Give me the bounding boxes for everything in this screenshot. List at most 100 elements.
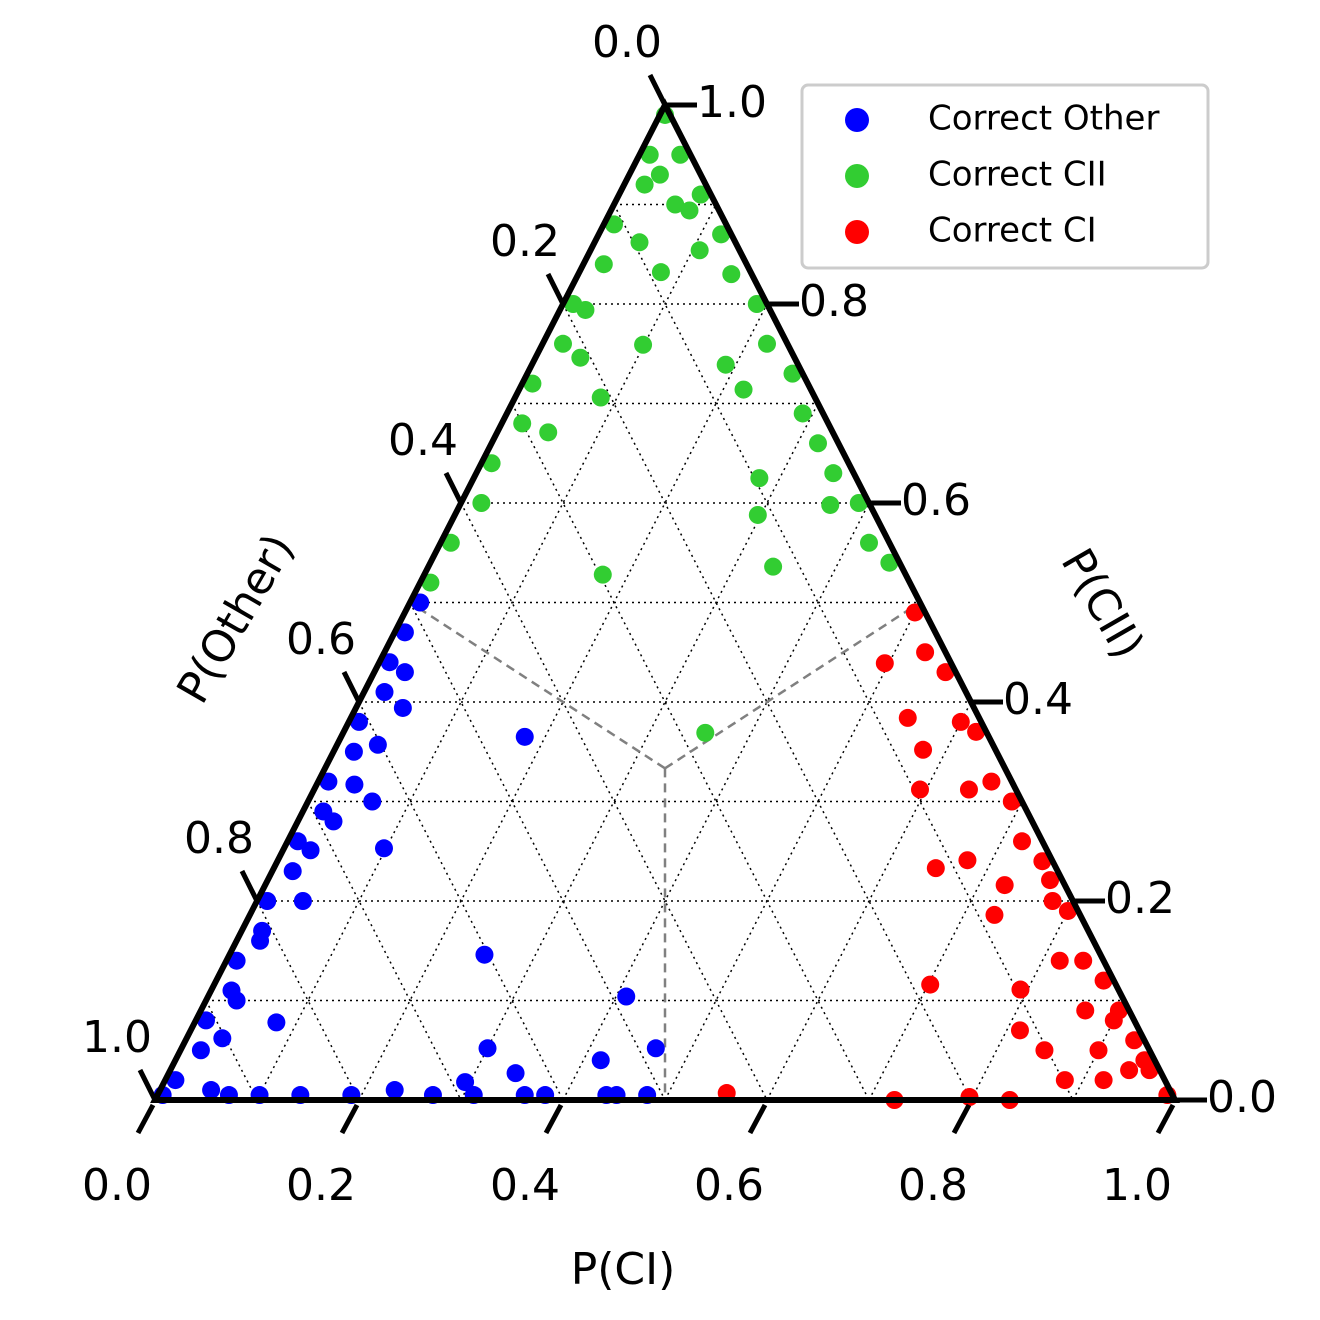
- point: [213, 1029, 232, 1048]
- point: [911, 780, 929, 799]
- point: [1010, 1021, 1029, 1040]
- point: [898, 708, 917, 727]
- right-tick-label: 1.0: [697, 77, 767, 128]
- point: [1125, 1031, 1144, 1050]
- point: [821, 495, 840, 514]
- point: [380, 653, 399, 672]
- point: [696, 723, 715, 742]
- point: [875, 654, 894, 673]
- grid-line: [766, 701, 972, 1101]
- point: [283, 862, 302, 881]
- grid-line: [460, 502, 768, 1101]
- point: [191, 1041, 210, 1060]
- point: [591, 388, 610, 407]
- bottom-tick-label: 0.6: [694, 1160, 764, 1211]
- points: [153, 105, 1177, 1109]
- grid-line: [868, 801, 1023, 1101]
- left-tick-label: 0.8: [184, 813, 254, 864]
- left-tick: [341, 670, 362, 704]
- point: [202, 1081, 221, 1100]
- point: [747, 295, 766, 313]
- point: [722, 265, 741, 284]
- point: [375, 683, 394, 702]
- point: [921, 975, 940, 994]
- point: [395, 663, 414, 682]
- point: [288, 832, 307, 851]
- left-tick-label: 0.4: [388, 415, 458, 466]
- point: [783, 364, 802, 383]
- point: [630, 233, 649, 252]
- point: [764, 557, 783, 576]
- bottom-tick: [339, 1103, 360, 1135]
- point: [591, 1051, 610, 1070]
- point: [456, 1073, 475, 1092]
- point: [880, 553, 899, 572]
- point: [951, 712, 970, 731]
- bottom-tick: [1155, 1103, 1176, 1135]
- point: [267, 1013, 286, 1032]
- point: [734, 380, 753, 399]
- legend-label: Correct CII: [928, 155, 1107, 195]
- point: [1094, 1071, 1113, 1090]
- point: [967, 722, 986, 741]
- point: [1076, 1001, 1095, 1020]
- bottom-tick-label: 0.0: [82, 1160, 152, 1211]
- point: [393, 698, 412, 717]
- right-tick-label: 0.4: [1003, 674, 1073, 725]
- point: [650, 165, 669, 184]
- legend-marker: [845, 108, 869, 132]
- legend-box: [800, 83, 1210, 270]
- point: [1109, 1001, 1128, 1020]
- left-tick: [239, 869, 260, 903]
- bottom-tick: [543, 1103, 564, 1135]
- point: [482, 454, 501, 473]
- point: [1074, 951, 1093, 970]
- point: [197, 1011, 215, 1030]
- bottom-tick-label: 0.2: [286, 1160, 356, 1211]
- point: [905, 603, 924, 622]
- point: [712, 225, 731, 244]
- legend: Correct Other Correct CII Correct CI: [800, 83, 1210, 270]
- point: [1058, 901, 1077, 920]
- point: [345, 775, 364, 794]
- left-tick-label: 0.0: [592, 17, 662, 68]
- point: [251, 931, 270, 950]
- point: [1002, 792, 1021, 811]
- point: [916, 643, 935, 662]
- legend-label: Correct Other: [928, 99, 1159, 139]
- point: [640, 145, 659, 164]
- point: [849, 494, 868, 512]
- grid-line: [256, 900, 360, 1101]
- point: [472, 494, 491, 512]
- point: [1055, 1071, 1074, 1090]
- point: [258, 892, 277, 910]
- left-tick-label: 1.0: [82, 1012, 152, 1063]
- legend-marker: [845, 164, 869, 188]
- bottom-tick-label: 0.4: [490, 1160, 560, 1211]
- point: [750, 469, 769, 488]
- point: [475, 945, 494, 964]
- left-tick: [137, 1068, 158, 1102]
- point: [982, 772, 1001, 791]
- point: [1050, 951, 1069, 970]
- point: [936, 663, 955, 682]
- point: [1013, 832, 1031, 851]
- point: [319, 772, 338, 791]
- point: [571, 348, 590, 367]
- point: [1135, 1051, 1154, 1070]
- point: [646, 1039, 665, 1058]
- point: [293, 892, 312, 910]
- point: [593, 565, 612, 584]
- point: [824, 464, 843, 483]
- point: [539, 423, 558, 442]
- left-tick-label: 0.2: [490, 216, 560, 267]
- point: [691, 185, 710, 204]
- point: [227, 991, 246, 1010]
- point: [411, 593, 430, 612]
- point: [1011, 980, 1030, 999]
- point: [441, 533, 460, 552]
- point: [515, 727, 534, 746]
- grid-line: [307, 801, 462, 1101]
- point: [635, 175, 654, 194]
